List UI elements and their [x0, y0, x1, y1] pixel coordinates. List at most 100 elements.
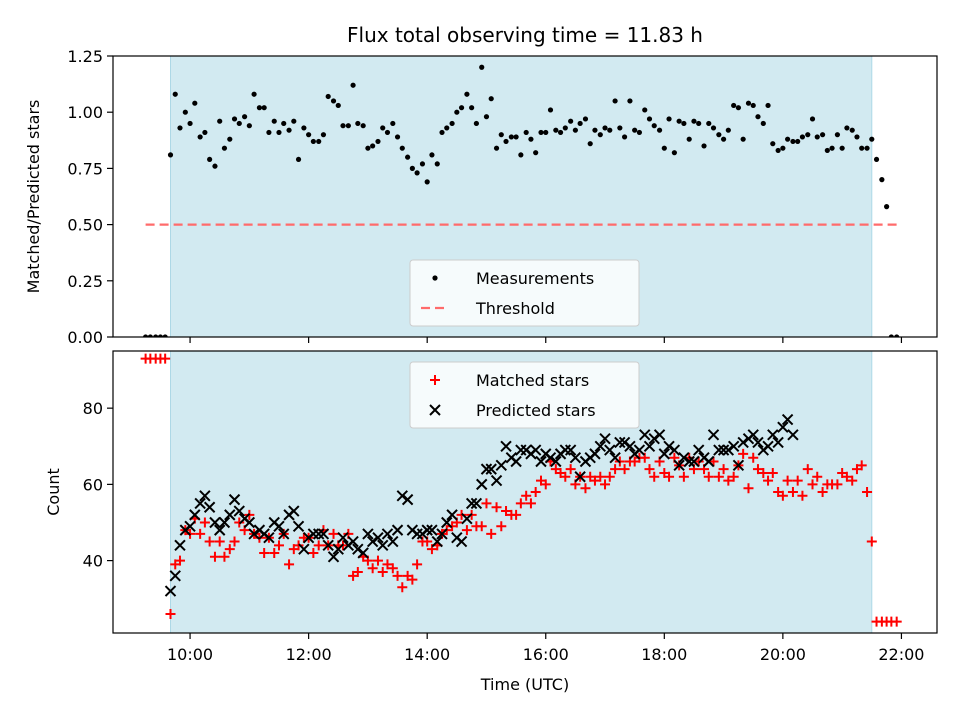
data-point [345, 123, 351, 129]
matched-star-point [259, 547, 270, 558]
predicted-star-point [366, 535, 379, 548]
data-point [873, 156, 880, 163]
predicted-star-point [762, 440, 774, 452]
legend-label: Measurements [476, 269, 594, 288]
data-point [770, 141, 776, 147]
axes-frame [112, 350, 938, 634]
data-point [187, 120, 193, 127]
matched-star-point [664, 471, 675, 482]
data-point [192, 100, 198, 106]
x-tick-label: 10:00 [167, 645, 213, 664]
matched-star-point [367, 563, 378, 574]
data-point [602, 125, 608, 131]
y-tick-label: 80 [83, 399, 103, 418]
matched-star-point [738, 448, 749, 459]
data-point [671, 150, 677, 156]
matched-star-point [501, 506, 512, 517]
data-point [790, 138, 796, 145]
predicted-star-point [426, 524, 438, 536]
matched-star-point [397, 582, 408, 593]
data-point [720, 136, 727, 142]
matched-star-point [377, 567, 388, 578]
predicted-star-point [455, 535, 468, 548]
data-point [656, 127, 663, 133]
data-point [380, 125, 386, 131]
x-tick-label: 18:00 [641, 645, 687, 664]
matched-star-point [604, 471, 615, 482]
data-point [316, 138, 322, 145]
data-point [320, 132, 327, 138]
matched-star-point [229, 536, 240, 547]
predicted-star-point [327, 551, 340, 563]
data-point [212, 163, 218, 169]
matched-star-point [832, 479, 843, 490]
predicted-star-point [199, 490, 211, 502]
data-point [839, 145, 845, 151]
data-point [829, 145, 835, 151]
y-tick-label: 0.00 [67, 328, 103, 347]
predicted-star-point [372, 532, 384, 544]
y-tick-label: 60 [83, 475, 103, 494]
matched-star-point [209, 551, 220, 562]
data-point [621, 134, 628, 140]
predicted-star-point [599, 432, 611, 445]
y-tick-label: 1.25 [67, 47, 103, 66]
matched-star-point [723, 475, 734, 486]
data-point [469, 105, 475, 111]
matched-star-point [412, 559, 423, 570]
x-tick-label: 12:00 [286, 645, 332, 664]
predicted-star-point [564, 444, 577, 456]
predicted-star-point [243, 516, 256, 529]
matched-star-point [807, 479, 818, 490]
y-tick-label: 0.25 [67, 272, 103, 291]
data-point [716, 132, 722, 138]
data-point [444, 125, 450, 131]
data-point [276, 129, 282, 136]
data-point [394, 134, 401, 140]
predicted-star-point [332, 543, 344, 555]
predicted-star-point [446, 509, 458, 521]
predicted-star-point [614, 436, 626, 449]
predicted-star-point [767, 429, 779, 441]
matched-star-point [372, 555, 383, 566]
legend-box [409, 259, 640, 327]
predicted-star-point [164, 585, 177, 597]
predicted-star-point [352, 543, 364, 555]
data-point [740, 136, 746, 142]
data-point [543, 129, 549, 136]
predicted-star-point [263, 532, 275, 544]
x-tick-label: 14:00 [404, 645, 450, 664]
predicted-star-point [668, 444, 681, 456]
predicted-star-point [495, 459, 507, 472]
data-point [473, 120, 479, 127]
predicted-star-point [717, 444, 730, 456]
data-point [607, 127, 613, 133]
matched-star-point [763, 475, 774, 486]
data-point [894, 334, 900, 337]
predicted-star-point [781, 413, 794, 426]
data-point [479, 64, 485, 70]
matched-star-point [328, 528, 339, 539]
data-point [167, 152, 174, 158]
matched-star-point [273, 540, 284, 551]
data-point [483, 114, 490, 120]
data-point [651, 123, 657, 129]
predicted-star-point [648, 432, 660, 445]
data-point [439, 129, 445, 136]
data-point [449, 120, 455, 127]
legend-label: Threshold [475, 299, 555, 318]
data-point [528, 136, 534, 142]
data-point [310, 138, 316, 145]
legend-marker [432, 275, 438, 281]
data-point [681, 120, 687, 127]
predicted-star-point [317, 528, 330, 540]
predicted-star-point [396, 490, 408, 502]
data-point [306, 132, 312, 138]
legend-label: Matched stars [476, 371, 589, 390]
matched-star-point [792, 475, 803, 486]
predicted-star-point [431, 535, 443, 548]
matched-star-point [195, 528, 206, 539]
data-point [710, 125, 717, 131]
axes-frame [112, 55, 938, 338]
matched-star-point [703, 471, 714, 482]
